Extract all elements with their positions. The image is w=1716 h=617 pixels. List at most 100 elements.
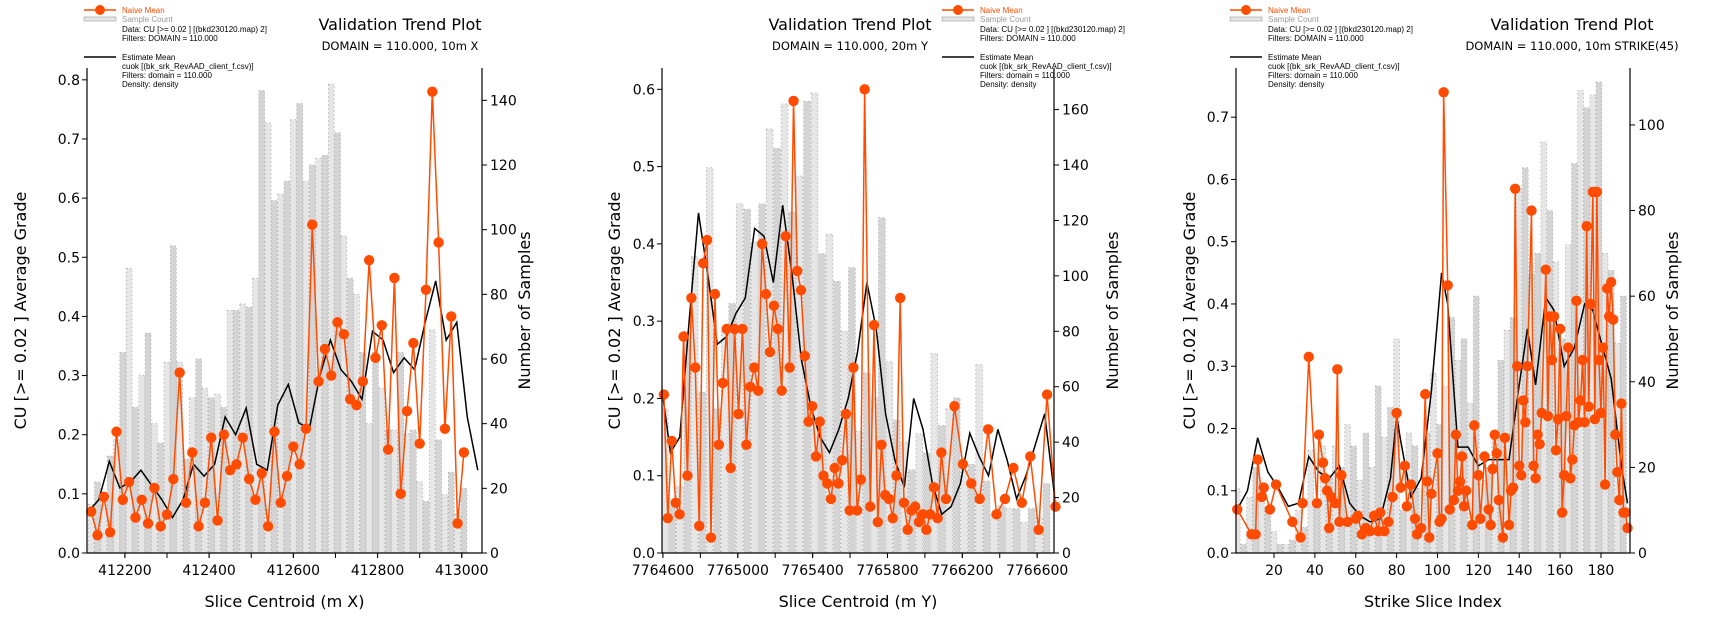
naive-mean-point <box>1565 473 1576 484</box>
naive-mean-point <box>825 493 837 505</box>
sample-count-bar <box>1534 253 1541 553</box>
naive-mean-point <box>1534 438 1545 450</box>
legend-estimate-filters: Filters: domain = 110.000 <box>980 71 1070 80</box>
naive-mean-point <box>833 478 844 489</box>
naive-mean-point <box>840 408 852 420</box>
naive-mean-point <box>1552 413 1564 425</box>
sample-count-bar <box>1283 544 1290 553</box>
naive-mean-point <box>1620 507 1631 518</box>
naive-mean-point <box>694 520 705 532</box>
sample-count-bar <box>302 180 310 553</box>
sample-count-bar <box>195 358 202 553</box>
naive-mean-point <box>1585 298 1596 310</box>
y-axis-label: CU [>= 0.02 ] Average Grade <box>1180 192 1199 430</box>
sample-count-bar <box>1460 338 1468 553</box>
sample-count-bar <box>750 242 759 553</box>
naive-mean-point <box>674 509 685 520</box>
naive-mean-point <box>1252 454 1263 465</box>
naive-mean-point <box>395 488 406 500</box>
naive-mean-point <box>1581 220 1592 232</box>
naive-mean-point <box>829 462 840 474</box>
naive-mean-point <box>458 447 470 458</box>
naive-mean-point <box>117 494 128 505</box>
sample-count-bar <box>422 500 430 553</box>
naive-mean-point <box>855 474 867 485</box>
sample-count-bar <box>1528 274 1535 553</box>
sample-count-bar <box>825 233 834 553</box>
sample-count-bar <box>403 433 411 553</box>
sample-count-bar <box>982 480 991 553</box>
naive-mean-point <box>237 432 249 443</box>
naive-mean-point <box>86 506 97 517</box>
naive-mean-point <box>1432 448 1443 459</box>
naive-mean-point <box>187 447 198 458</box>
naive-mean-point <box>1395 482 1406 493</box>
legend-density: Density: density <box>122 80 178 89</box>
legend-estimate-source: cuok [(bk_srk_RevAAD_client_f.csv)] <box>122 62 254 71</box>
sample-count-bar <box>308 164 316 553</box>
naive-mean-point <box>1436 513 1447 524</box>
y2-tick-label: 160 <box>1062 103 1089 119</box>
legend-naive-label: Naive Mean <box>122 6 165 15</box>
naive-mean-point <box>414 438 425 449</box>
naive-mean-point <box>1514 460 1525 472</box>
naive-mean-point <box>218 429 230 440</box>
naive-mean-point <box>446 311 457 322</box>
y-tick-label: 0.1 <box>1207 484 1229 500</box>
sample-count-bar <box>277 193 285 553</box>
naive-mean-point <box>1479 451 1490 462</box>
sample-count-bar <box>705 167 714 553</box>
naive-mean-point <box>1444 504 1455 515</box>
naive-mean-point <box>130 512 141 523</box>
naive-mean-point <box>1342 516 1353 528</box>
naive-mean-point <box>1473 469 1484 481</box>
sample-count-bar <box>893 419 901 553</box>
naive-mean-point <box>745 381 756 393</box>
naive-mean-point <box>1399 460 1410 472</box>
naive-mean-point <box>705 532 717 543</box>
naive-mean-point <box>974 493 985 505</box>
naive-mean-point <box>300 423 312 434</box>
naive-mean-point <box>883 493 895 505</box>
sample-count-bar <box>138 374 146 553</box>
chart-title: Validation Trend Plot <box>318 15 481 34</box>
naive-mean-point <box>1422 476 1433 487</box>
naive-mean-point <box>662 513 674 524</box>
naive-mean-point <box>231 459 242 470</box>
naive-mean-point <box>193 521 204 532</box>
legend-estimate-filters: Filters: domain = 110.000 <box>122 71 212 80</box>
chart-title: Validation Trend Plot <box>1490 15 1653 34</box>
naive-mean-point <box>1605 276 1617 288</box>
sample-count-bar <box>1295 509 1302 553</box>
sample-count-bar <box>207 397 215 553</box>
naive-mean-point <box>1583 401 1594 412</box>
naive-mean-point <box>1332 364 1343 375</box>
sample-count-bar <box>662 408 669 553</box>
naive-mean-point <box>686 292 697 304</box>
sample-count-bar <box>810 92 819 553</box>
naive-mean-point <box>275 497 286 508</box>
naive-mean-point <box>848 362 859 373</box>
sample-count-bar <box>967 463 976 553</box>
naive-mean-point <box>822 478 833 489</box>
y2-axis-label: Number of Samples <box>515 231 534 389</box>
sample-count-bar <box>125 268 133 553</box>
naive-mean-point <box>1485 519 1496 531</box>
naive-mean-point <box>1530 473 1541 484</box>
y-tick-label: 0.4 <box>633 237 655 253</box>
y2-tick-label: 60 <box>1062 380 1080 396</box>
sample-count-bar <box>447 471 455 553</box>
naive-mean-point <box>212 515 223 526</box>
x-tick-label: 7765400 <box>781 563 843 579</box>
naive-mean-point <box>737 323 748 335</box>
sample-count-bar <box>1276 544 1284 553</box>
naive-mean-point <box>799 350 810 362</box>
naive-mean-point <box>1448 494 1460 506</box>
naive-mean-point <box>199 497 211 508</box>
sample-count-bar <box>1020 522 1028 553</box>
y-tick-label: 0.0 <box>633 546 655 562</box>
naive-mean-point <box>733 408 744 420</box>
chart-subtitle: DOMAIN = 110.000, 20m Y <box>772 39 929 53</box>
naive-mean-point <box>1375 507 1386 518</box>
